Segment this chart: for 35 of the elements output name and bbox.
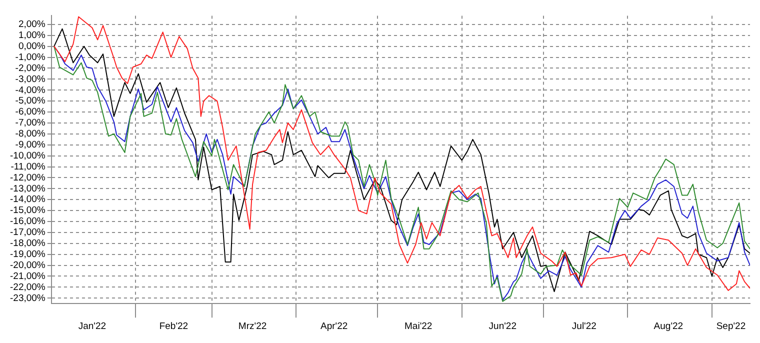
y-tick-label: -3,00%	[15, 74, 46, 85]
y-tick-label: -1,00%	[15, 52, 46, 63]
y-tick-label: -15,00%	[10, 205, 46, 216]
y-tick-label: -12,00%	[10, 172, 46, 184]
x-tick-label: Jul'22	[572, 320, 596, 332]
y-tick-label: -9,00%	[15, 139, 46, 150]
x-tick-label: Mai'22	[404, 320, 432, 332]
y-tick-label: -22,00%	[10, 282, 46, 293]
y-tick-label: -13,00%	[10, 183, 46, 194]
y-tick-label: 0,00%	[18, 40, 46, 52]
y-tick-label: -5,00%	[15, 96, 46, 107]
y-tick-label: -16,00%	[10, 216, 46, 228]
y-tick-label: 2,00%	[18, 19, 46, 30]
y-tick-label: -10,00%	[10, 150, 46, 162]
x-tick-label: Jun'22	[488, 320, 516, 332]
y-tick-label: -20,00%	[10, 260, 46, 271]
y-tick-label: -4,00%	[15, 84, 46, 96]
y-tick-label: -6,00%	[15, 106, 46, 118]
y-tick-label: -2,00%	[15, 62, 46, 74]
y-tick-label: -23,00%	[10, 292, 46, 304]
y-tick-label: -17,00%	[10, 227, 46, 238]
y-tick-label: -7,00%	[15, 118, 46, 129]
y-tick-label: -11,00%	[10, 161, 46, 172]
y-tick-label: -14,00%	[10, 194, 46, 206]
x-tick-label: Feb'22	[159, 320, 188, 332]
y-tick-label: -19,00%	[10, 248, 46, 260]
y-tick-label: 1,00%	[18, 30, 46, 42]
x-tick-label: Jan'22	[78, 320, 106, 332]
y-tick-label: -21,00%	[10, 270, 46, 282]
x-tick-label: Mrz'22	[238, 320, 267, 332]
y-tick-label: -8,00%	[15, 128, 46, 140]
y-tick-label: -18,00%	[10, 238, 46, 250]
x-tick-label: Sep'22	[716, 320, 746, 332]
x-tick-label: Apr'22	[320, 320, 348, 332]
x-tick-label: Aug'22	[654, 320, 684, 332]
